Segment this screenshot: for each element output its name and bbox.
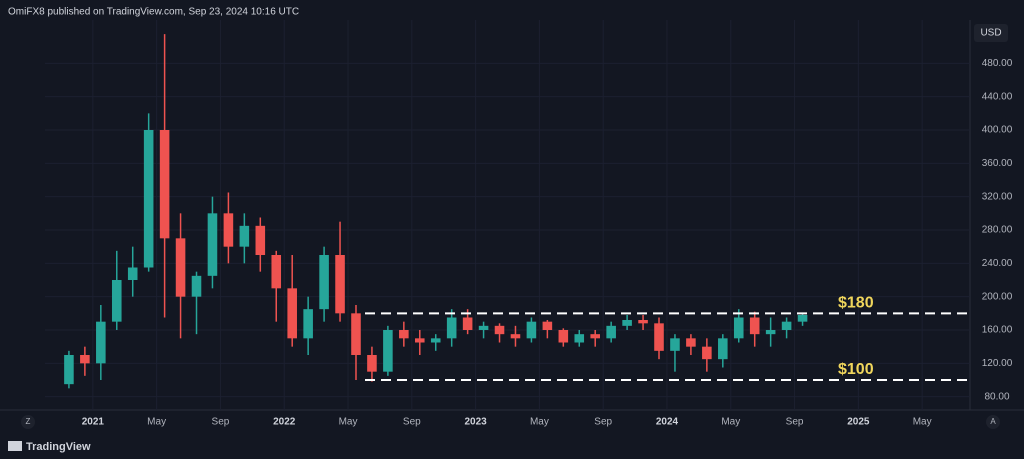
candle-body	[494, 325, 505, 335]
x-tick-label: 2025	[847, 417, 870, 428]
x-tick-label: Sep	[403, 417, 421, 428]
candle-body	[510, 334, 521, 339]
x-tick-label: May	[339, 417, 358, 428]
candle-body	[654, 323, 664, 351]
candle-body	[367, 355, 377, 372]
candle-body	[430, 338, 441, 343]
x-tick-label: Sep	[786, 417, 804, 428]
candle-body	[223, 213, 234, 247]
level-label: $100	[838, 361, 874, 378]
x-tick-label: May	[913, 417, 932, 428]
currency-box	[974, 24, 1008, 42]
attribution: OmiFX8 published on TradingView.com, Sep…	[8, 7, 299, 18]
candle-body	[207, 213, 218, 276]
y-tick-label: 360.00	[982, 158, 1013, 169]
auto-scale-label[interactable]: A	[990, 417, 996, 426]
candle-body	[462, 317, 473, 330]
candle-body	[271, 255, 282, 289]
candle-body	[526, 321, 537, 339]
x-tick-label: 2023	[464, 417, 487, 428]
currency-label: USD	[980, 28, 1001, 39]
candle-body	[733, 317, 744, 339]
candle-body	[606, 325, 616, 339]
candle-body	[590, 334, 600, 339]
candle-body	[686, 338, 696, 347]
candle-body	[191, 275, 202, 297]
candle-body	[718, 338, 728, 360]
candle-body	[239, 225, 250, 247]
candle-body	[638, 320, 648, 324]
candle-body	[175, 238, 186, 297]
candle-body	[287, 288, 297, 339]
candle-body	[319, 255, 329, 310]
candle-body	[303, 309, 313, 339]
y-tick-label: 320.00	[982, 191, 1013, 202]
x-tick-label: 2024	[656, 417, 679, 428]
y-tick-label: 120.00	[982, 358, 1013, 369]
candle-body	[670, 338, 680, 351]
candle-body	[622, 320, 632, 326]
candle-body	[797, 315, 808, 322]
x-tick-label: Sep	[594, 417, 612, 428]
candle-body	[415, 338, 425, 343]
candle-body	[781, 321, 792, 330]
candle-body	[255, 225, 266, 255]
candle-body	[111, 280, 122, 322]
candle-body	[143, 130, 154, 268]
candle-body	[446, 317, 457, 339]
level-label: $180	[838, 295, 874, 312]
y-tick-label: 480.00	[982, 58, 1013, 69]
candle-body	[542, 321, 553, 330]
y-tick-label: 200.00	[982, 291, 1013, 302]
x-tick-label: Sep	[212, 417, 230, 428]
candle-body	[351, 313, 361, 355]
y-tick-label: 80.00	[984, 391, 1009, 402]
x-tick-label: 2021	[82, 417, 105, 428]
candle-body	[702, 346, 712, 360]
candle-body	[96, 321, 106, 364]
candle-body	[383, 330, 393, 372]
x-tick-label: May	[530, 417, 549, 428]
y-tick-label: 280.00	[982, 225, 1013, 236]
y-tick-label: 160.00	[982, 325, 1013, 336]
zoom-button[interactable]	[21, 415, 35, 429]
candle-body	[478, 325, 489, 330]
candle-body	[64, 355, 74, 385]
candle-body	[159, 130, 170, 239]
candle-body	[765, 330, 776, 335]
candle-body	[335, 255, 345, 314]
candle-body	[558, 330, 569, 343]
y-tick-label: 440.00	[982, 91, 1013, 102]
auto-scale-button[interactable]	[986, 415, 1000, 429]
x-tick-label: 2022	[273, 417, 296, 428]
candle-body	[127, 267, 138, 280]
x-tick-label: May	[721, 417, 740, 428]
y-tick-label: 240.00	[982, 258, 1013, 269]
candle-body	[80, 355, 90, 364]
x-tick-label: May	[147, 417, 166, 428]
zoom-button-label[interactable]: Z	[26, 417, 31, 426]
candle-body	[399, 330, 409, 339]
y-tick-label: 400.00	[982, 125, 1013, 136]
brand-logo	[8, 441, 22, 451]
candle-body	[749, 317, 760, 335]
brand: TradingView	[26, 441, 91, 453]
candle-body	[574, 334, 585, 343]
